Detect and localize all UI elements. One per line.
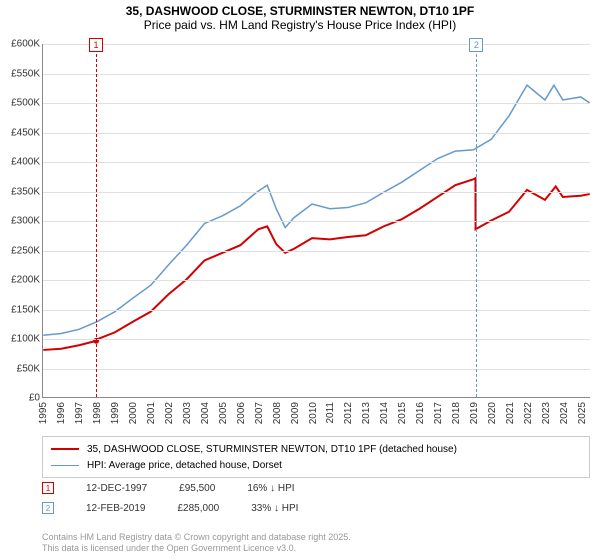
xtick-label: 2009 xyxy=(290,402,301,424)
ytick-label: £450K xyxy=(0,127,40,138)
marker-delta-2: 33% ↓ HPI xyxy=(251,503,298,514)
ytick-label: £200K xyxy=(0,275,40,286)
xtick-label: 2005 xyxy=(218,402,229,424)
ytick-label: £250K xyxy=(0,245,40,256)
marker-badge-1: 1 xyxy=(42,482,54,494)
ytick-label: £600K xyxy=(0,39,40,50)
marker-badge-2: 2 xyxy=(42,502,54,514)
marker-info-2: 2 12-FEB-2019 £285,000 33% ↓ HPI xyxy=(42,502,298,514)
xtick-label: 2019 xyxy=(469,402,480,424)
legend-swatch-hpi xyxy=(51,465,79,466)
ytick-label: £400K xyxy=(0,157,40,168)
xtick-label: 2012 xyxy=(343,402,354,424)
xtick-label: 2014 xyxy=(379,402,390,424)
xtick-label: 2007 xyxy=(254,402,265,424)
ytick-label: £500K xyxy=(0,98,40,109)
xtick-label: 1999 xyxy=(110,402,121,424)
legend-label-hpi: HPI: Average price, detached house, Dors… xyxy=(87,460,282,471)
legend-label-price: 35, DASHWOOD CLOSE, STURMINSTER NEWTON, … xyxy=(87,444,457,455)
xtick-label: 2008 xyxy=(272,402,283,424)
chart-area: 12 xyxy=(42,44,590,398)
marker-price-2: £285,000 xyxy=(177,503,219,514)
ytick-label: £100K xyxy=(0,334,40,345)
marker-delta-1: 16% ↓ HPI xyxy=(247,483,294,494)
ytick-label: £300K xyxy=(0,216,40,227)
xtick-label: 2006 xyxy=(236,402,247,424)
chart-container: 35, DASHWOOD CLOSE, STURMINSTER NEWTON, … xyxy=(0,0,600,560)
xtick-label: 1995 xyxy=(38,402,49,424)
legend-row-1: 35, DASHWOOD CLOSE, STURMINSTER NEWTON, … xyxy=(51,441,581,457)
credit-line-2: This data is licensed under the Open Gov… xyxy=(42,543,351,554)
xtick-label: 2010 xyxy=(308,402,319,424)
xtick-label: 2002 xyxy=(164,402,175,424)
xtick-label: 2011 xyxy=(325,402,336,424)
ytick-label: £150K xyxy=(0,304,40,315)
credit-line-1: Contains HM Land Registry data © Crown c… xyxy=(42,532,351,543)
title-main: 35, DASHWOOD CLOSE, STURMINSTER NEWTON, … xyxy=(0,4,600,18)
ytick-label: £550K xyxy=(0,68,40,79)
xtick-label: 2015 xyxy=(397,402,408,424)
marker-info-1: 1 12-DEC-1997 £95,500 16% ↓ HPI xyxy=(42,482,295,494)
xtick-label: 2024 xyxy=(559,402,570,424)
legend-box: 35, DASHWOOD CLOSE, STURMINSTER NEWTON, … xyxy=(42,436,590,478)
ytick-label: £350K xyxy=(0,186,40,197)
xtick-label: 2016 xyxy=(415,402,426,424)
legend-swatch-price xyxy=(51,448,79,450)
ytick-label: £50K xyxy=(0,363,40,374)
xtick-label: 2001 xyxy=(146,402,157,424)
legend-row-2: HPI: Average price, detached house, Dors… xyxy=(51,457,581,473)
xtick-label: 2021 xyxy=(505,402,516,424)
title-block: 35, DASHWOOD CLOSE, STURMINSTER NEWTON, … xyxy=(0,0,600,34)
xtick-label: 2003 xyxy=(182,402,193,424)
xtick-label: 2023 xyxy=(541,402,552,424)
xtick-label: 1997 xyxy=(74,402,85,424)
xtick-label: 2018 xyxy=(451,402,462,424)
marker-date-1: 12-DEC-1997 xyxy=(86,483,147,494)
xtick-label: 2004 xyxy=(200,402,211,424)
chart-marker-badge: 1 xyxy=(89,38,103,52)
series-hpi xyxy=(43,85,589,335)
marker-price-1: £95,500 xyxy=(179,483,215,494)
xtick-label: 2022 xyxy=(523,402,534,424)
series-price_paid xyxy=(43,178,589,350)
xtick-label: 2017 xyxy=(433,402,444,424)
credit-block: Contains HM Land Registry data © Crown c… xyxy=(42,532,351,554)
title-sub: Price paid vs. HM Land Registry's House … xyxy=(0,18,600,32)
xtick-label: 2013 xyxy=(361,402,372,424)
ytick-label: £0 xyxy=(0,393,40,404)
xtick-label: 1996 xyxy=(56,402,67,424)
xtick-label: 1998 xyxy=(92,402,103,424)
xtick-label: 2025 xyxy=(577,402,588,424)
xtick-label: 2020 xyxy=(487,402,498,424)
chart-marker-badge: 2 xyxy=(469,38,483,52)
xtick-label: 2000 xyxy=(128,402,139,424)
marker-date-2: 12-FEB-2019 xyxy=(86,503,145,514)
